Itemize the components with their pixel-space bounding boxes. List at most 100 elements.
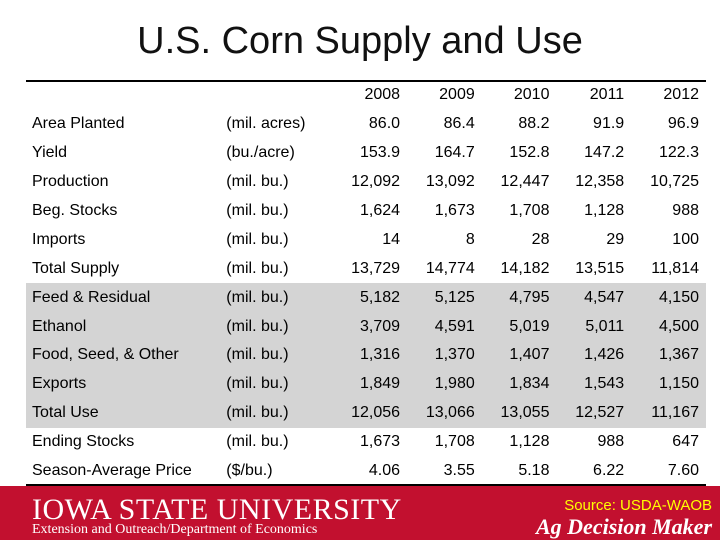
row-value: 14 (382, 230, 401, 248)
university-logo-text: Iowa State University (32, 493, 402, 527)
row-value: 14,182 (500, 259, 550, 277)
header-year: 2008 (364, 86, 401, 104)
row-label: Area Planted (32, 115, 125, 133)
row-value: 1,128 (584, 202, 625, 219)
row-unit: ($/bu.) (226, 462, 273, 480)
row-value: 122.3 (658, 144, 699, 162)
row-value: 12,358 (575, 173, 625, 191)
row-value: 153.9 (359, 144, 401, 162)
row-unit: (mil. bu.) (226, 173, 289, 191)
department-text: Extension and Outreach/Department of Eco… (32, 522, 318, 537)
row-value: 12,527 (549, 398, 625, 428)
footer-bar (0, 486, 720, 540)
header-blank-unit (226, 81, 325, 110)
row-label: Yield (32, 144, 67, 162)
row-value: 5,019 (474, 312, 550, 342)
row-value: 4,795 (474, 283, 550, 313)
row-value: 147.2 (584, 144, 625, 162)
university-name-part1: Iowa State (32, 493, 217, 526)
row-value: 88.2 (518, 115, 550, 133)
row-unit: (mil. acres) (226, 115, 306, 133)
row-value: 1,708 (434, 433, 475, 451)
row-value: 988 (597, 433, 625, 451)
table-row: Production (mil. bu.) 12,092 13,092 12,447 12… (26, 168, 706, 197)
header-year: 2009 (439, 86, 475, 104)
row-value: 5,182 (325, 283, 401, 313)
row-value: 13,729 (351, 259, 401, 277)
row-value: 1,673 (434, 202, 475, 219)
row-value: 12,092 (351, 173, 401, 191)
row-value: 6.22 (593, 462, 625, 480)
table-row: Season-Average Price ($/bu.) 4.06 3.55 5.18 6… (26, 457, 706, 486)
row-value: 7.60 (667, 462, 699, 480)
row-label: Total Supply (32, 259, 120, 277)
row-label: Production (32, 173, 109, 191)
row-unit: (mil. bu.) (226, 283, 326, 313)
row-value: 10,725 (650, 173, 699, 191)
header-year: 2011 (589, 86, 625, 104)
row-value: 12,056 (325, 398, 401, 428)
row-value: 29 (606, 230, 625, 248)
row-value: 1,543 (549, 369, 625, 399)
row-value: 86.0 (368, 115, 401, 133)
source-note: Source: USDA-WAOB (564, 497, 712, 514)
row-value: 1,367 (624, 341, 706, 370)
row-value: 1,407 (474, 341, 550, 370)
row-value: 96.9 (667, 115, 699, 133)
row-value: 12,447 (500, 173, 550, 191)
row-value: 91.9 (593, 115, 625, 133)
row-label: Ethanol (26, 312, 227, 342)
row-value: 3,709 (325, 312, 401, 342)
row-label: Feed & Residual (26, 283, 227, 313)
table-row: Feed & Residual (mil. bu.) 5,182 5,125 4,795… (26, 283, 706, 313)
row-value: 4,150 (624, 283, 706, 313)
row-value: 5.18 (518, 462, 550, 480)
row-value: 1,849 (325, 369, 401, 399)
row-value: 1,370 (400, 341, 475, 370)
row-value: 1,708 (509, 202, 550, 219)
row-value: 13,055 (474, 398, 550, 428)
row-value: 13,092 (425, 173, 475, 191)
row-value: 13,515 (575, 259, 625, 277)
row-value: 1,834 (474, 369, 550, 399)
table-row: Total Supply (mil. bu.) 13,729 14,774 14,182… (26, 254, 706, 283)
row-label: Ending Stocks (32, 433, 135, 451)
header-year: 2010 (513, 86, 550, 104)
row-unit: (mil. bu.) (226, 259, 289, 277)
row-unit: (mil. bu.) (226, 433, 289, 451)
row-value: 13,066 (400, 398, 475, 428)
row-unit: (bu./acre) (226, 144, 295, 162)
row-label: Imports (32, 230, 86, 248)
row-value: 86.4 (443, 115, 475, 133)
row-value: 1,128 (509, 433, 550, 451)
row-unit: (mil. bu.) (226, 341, 326, 370)
row-value: 4,500 (624, 312, 706, 342)
row-value: 1,426 (549, 341, 625, 370)
row-value: 8 (465, 230, 475, 248)
row-value: 1,150 (624, 369, 706, 399)
row-label: Total Use (26, 398, 227, 428)
row-value: 647 (672, 433, 699, 451)
row-unit: (mil. bu.) (226, 398, 326, 428)
row-value: 11,814 (651, 259, 699, 277)
table-row: Yield (bu./acre) 153.9 164.7 152.8 147.2 122.3 (26, 139, 706, 168)
row-unit: (mil. bu.) (226, 312, 326, 342)
row-value: 4,591 (400, 312, 475, 342)
row-label: Beg. Stocks (32, 202, 118, 219)
row-value: 5,125 (400, 283, 475, 313)
table-top-rule (26, 80, 706, 82)
table-row: Beg. Stocks (mil. bu.) 1,624 1,673 1,708 1,12… (26, 197, 706, 226)
row-value: 4.06 (368, 462, 401, 480)
row-value: 1,980 (400, 369, 475, 399)
page-title: U.S. Corn Supply and Use (137, 20, 583, 62)
table-row: Exports (mil. bu.) 1,849 1,980 1,834 1,543 1,1… (26, 369, 706, 399)
row-unit: (mil. bu.) (226, 369, 326, 399)
row-value: 164.7 (434, 144, 475, 162)
brand-text: Ag Decision Maker (536, 514, 712, 539)
row-value: 11,167 (624, 398, 706, 428)
row-label: Exports (26, 369, 227, 399)
row-value: 1,673 (359, 433, 401, 451)
row-unit: (mil. bu.) (226, 230, 289, 248)
row-value: 988 (672, 202, 699, 219)
table-row: Area Planted (mil. acres) 86.0 86.4 88.2 91.9… (26, 110, 706, 139)
